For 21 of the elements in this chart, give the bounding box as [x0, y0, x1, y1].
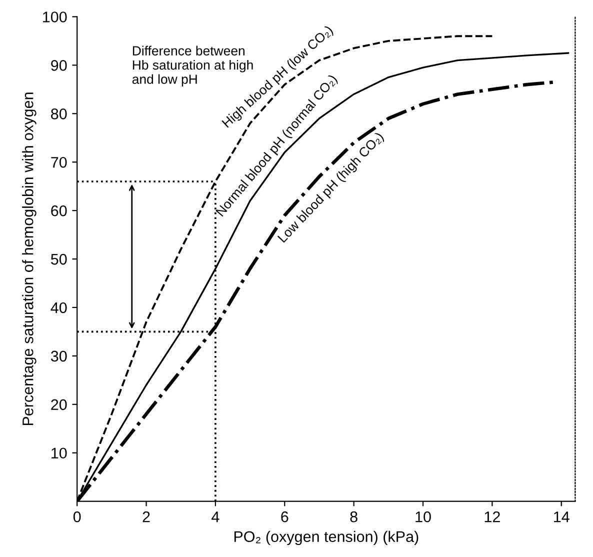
- y-tick-label: 90: [51, 60, 67, 71]
- y-tick-label: 70: [51, 156, 67, 168]
- annotation: Difference between Hb saturation at high and low pH: [132, 46, 253, 87]
- y-axis-title: Percentage saturation of hemoglobin with oxygen: [22, 92, 36, 426]
- x-tick-label: 6: [281, 511, 288, 522]
- x-tick-label: 10: [416, 511, 431, 522]
- x-tick-label: 4: [212, 512, 220, 522]
- x-tick-label: 14: [554, 512, 570, 522]
- y-tick-label: 80: [51, 108, 67, 120]
- y-tick-label: 30: [50, 350, 67, 362]
- y-tick-label: 20: [51, 399, 67, 410]
- y-tick-label: 50: [50, 254, 67, 265]
- y-tick-label: 60: [51, 205, 67, 216]
- y-tick-label: 10: [52, 448, 67, 459]
- x-tick-label: 0: [73, 511, 81, 522]
- x-tick-label: 12: [484, 511, 500, 522]
- x-tick-label: 8: [350, 511, 358, 522]
- x-tick-label: 2: [142, 511, 150, 522]
- x-axis-title: PO₂ (oxygen tension) (kPa): [234, 530, 418, 546]
- y-tick-label: 100: [43, 12, 67, 22]
- y-tick-label: 40: [50, 302, 67, 314]
